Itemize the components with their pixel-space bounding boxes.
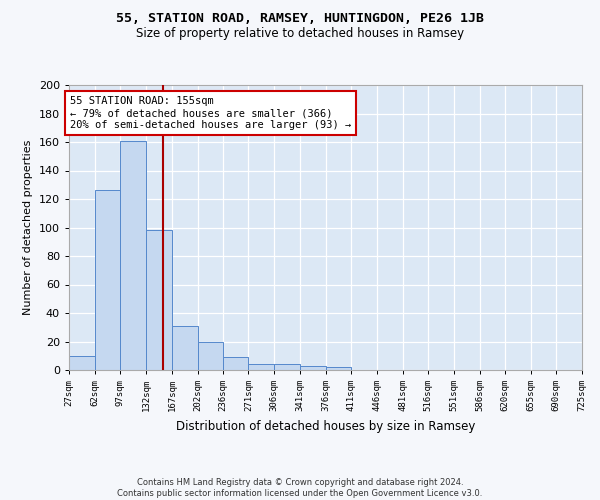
Bar <box>95 190 121 370</box>
Bar <box>172 326 197 370</box>
Bar <box>274 364 300 370</box>
X-axis label: Distribution of detached houses by size in Ramsey: Distribution of detached houses by size … <box>176 420 475 432</box>
Bar <box>248 364 274 370</box>
Bar <box>121 140 146 370</box>
Bar <box>197 342 223 370</box>
Bar <box>146 230 172 370</box>
Bar <box>69 356 95 370</box>
Text: Size of property relative to detached houses in Ramsey: Size of property relative to detached ho… <box>136 28 464 40</box>
Text: 55 STATION ROAD: 155sqm
← 79% of detached houses are smaller (366)
20% of semi-d: 55 STATION ROAD: 155sqm ← 79% of detache… <box>70 96 351 130</box>
Bar <box>300 366 325 370</box>
Bar <box>223 357 248 370</box>
Y-axis label: Number of detached properties: Number of detached properties <box>23 140 33 315</box>
Text: 55, STATION ROAD, RAMSEY, HUNTINGDON, PE26 1JB: 55, STATION ROAD, RAMSEY, HUNTINGDON, PE… <box>116 12 484 26</box>
Bar <box>325 367 351 370</box>
Text: Contains HM Land Registry data © Crown copyright and database right 2024.
Contai: Contains HM Land Registry data © Crown c… <box>118 478 482 498</box>
